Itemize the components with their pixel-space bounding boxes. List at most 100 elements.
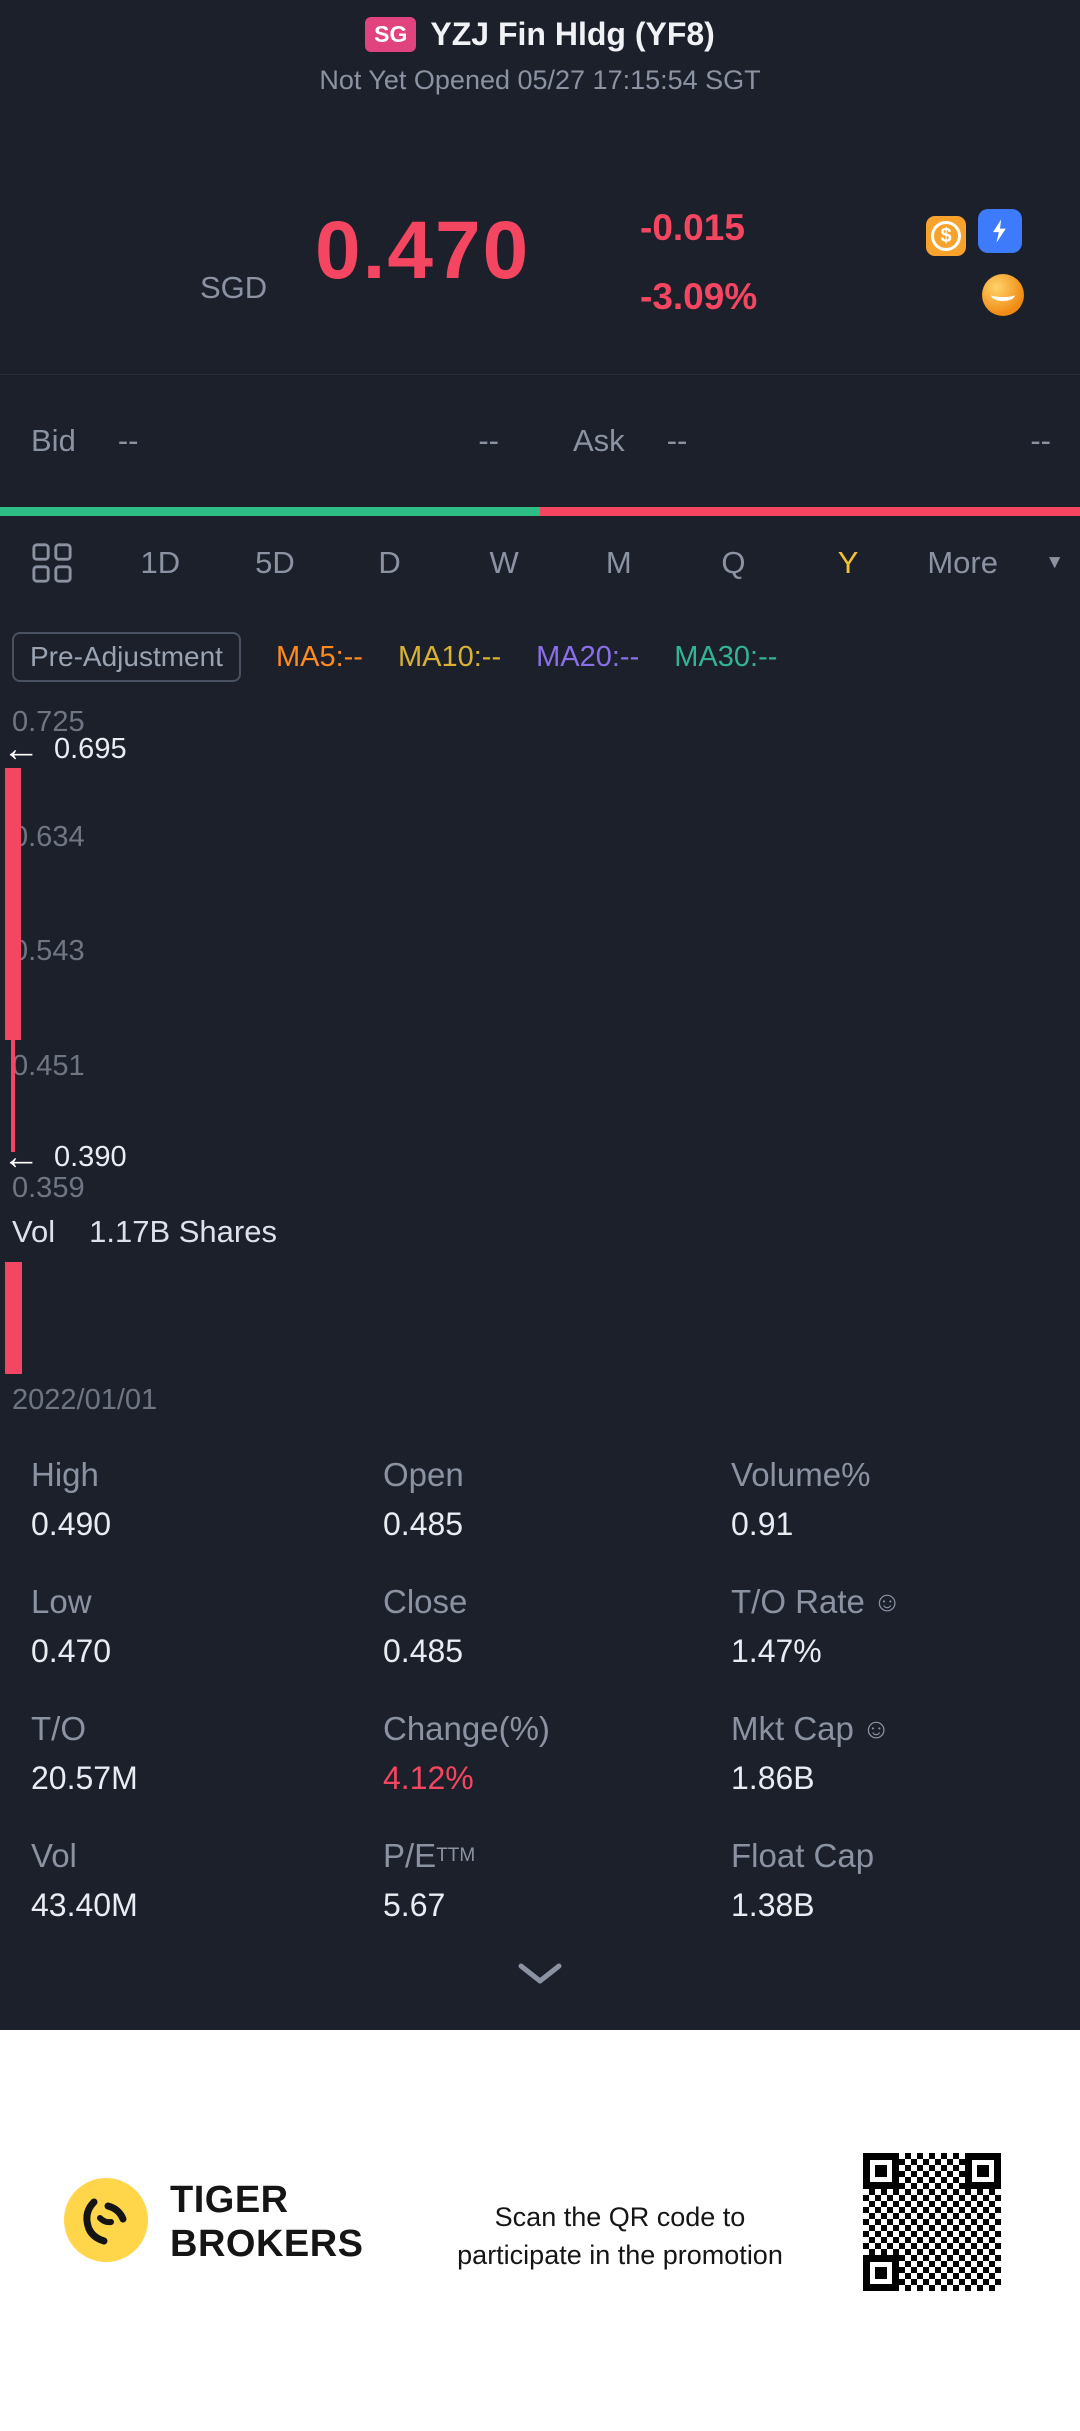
title-row: SG YZJ Fin Hldg (YF8) [0, 0, 1080, 53]
ask-price: -- [666, 423, 688, 458]
stat-label: P/E [383, 1837, 437, 1874]
qr-finder-icon [965, 2153, 1001, 2189]
promo-footer: TIGER BROKERS Scan the QR code to partic… [0, 2030, 1080, 2431]
y-axis-label: 0.359 [12, 1172, 85, 1204]
chevron-down-icon[interactable]: ▼ [1045, 551, 1064, 573]
lightning-bolt-icon [993, 219, 1006, 243]
low-price-marker: ← 0.390 [2, 1138, 127, 1176]
volume-value: 1.17B Shares [89, 1214, 277, 1249]
exchange-badge: SG [365, 17, 417, 52]
stat-value: 1.47% [731, 1633, 822, 1669]
stat-label: High [31, 1456, 99, 1493]
stat-label: Change(%) [383, 1710, 550, 1747]
left-arrow-icon: ← [2, 1136, 40, 1178]
price-change: -0.015 [640, 207, 745, 248]
x-axis-label: 2022/01/01 [12, 1384, 158, 1416]
last-price: 0.470 [315, 205, 531, 296]
promo-line-2: participate in the promotion [457, 2240, 783, 2270]
volume-header: Vol 1.17B Shares [12, 1214, 277, 1250]
y-axis-label: 0.634 [12, 821, 85, 853]
ask-label: Ask [573, 423, 625, 458]
chart-legend: Pre-Adjustment MA5:-- MA10:-- MA20:-- MA… [0, 628, 1080, 686]
qr-code [863, 2153, 1001, 2291]
ask-summary[interactable]: Ask -- -- [540, 423, 1080, 459]
y-axis-label: 0.543 [12, 935, 85, 967]
stat-value: 4.12% [383, 1760, 474, 1796]
ask-size: -- [1030, 423, 1051, 458]
low-marker-value: 0.390 [54, 1140, 127, 1173]
brand-name: TIGER BROKERS [170, 2178, 364, 2266]
ma20-indicator[interactable]: MA20:-- [536, 640, 640, 673]
ma10-indicator[interactable]: MA10:-- [397, 640, 502, 673]
stat-cell-change-pct: Change(%) 4.12% [383, 1710, 731, 1797]
stat-label: Mkt Cap [731, 1710, 854, 1747]
tab-quarter[interactable]: Q [721, 544, 746, 580]
stat-value: 0.91 [731, 1506, 794, 1542]
pre-adjustment-toggle[interactable]: Pre-Adjustment [12, 632, 241, 682]
ask-ratio-segment [540, 507, 1080, 516]
bid-summary[interactable]: Bid -- -- [0, 423, 540, 459]
lightning-promo-icon[interactable] [978, 209, 1022, 253]
tab-week[interactable]: W [489, 544, 519, 580]
tab-5d[interactable]: 5D [255, 544, 295, 580]
stat-cell-volume-pct: Volume% 0.91 [731, 1456, 1060, 1543]
stat-cell-open: Open 0.485 [383, 1456, 731, 1543]
stat-value: 1.38B [731, 1887, 815, 1923]
price-chart-canvas[interactable]: 0.725 ← 0.695 0.634 0.543 0.451 ← 0.390 … [0, 690, 1080, 1430]
stat-cell-to-rate: T/O Rate ☺ 1.47% [731, 1583, 1060, 1670]
price-change-pct: -3.09% [640, 276, 758, 317]
brand-line-1: TIGER [170, 2179, 289, 2221]
stat-value: 0.485 [383, 1506, 464, 1542]
volume-label: Vol [12, 1214, 56, 1249]
ma5-indicator[interactable]: MA5:-- [275, 640, 363, 673]
tab-more[interactable]: More [927, 544, 998, 580]
cash-promo-icon[interactable]: $ [926, 216, 966, 256]
chart-type-grid-icon[interactable] [31, 542, 73, 584]
tab-year[interactable]: Y [837, 544, 859, 580]
qr-finder-icon [863, 2255, 899, 2291]
left-arrow-icon: ← [2, 728, 40, 770]
bid-size: -- [478, 423, 499, 458]
stat-label-sup: TTM [436, 1845, 476, 1866]
high-marker-value: 0.695 [54, 732, 127, 765]
page-title: YZJ Fin Hldg (YF8) [430, 16, 715, 52]
currency-label: SGD [200, 270, 268, 305]
info-icon[interactable]: ☺ [872, 1586, 902, 1617]
header: SG YZJ Fin Hldg (YF8) Not Yet Opened 05/… [0, 0, 1080, 120]
stat-label: Low [31, 1583, 92, 1620]
stat-label: Vol [31, 1837, 77, 1874]
stat-cell-vol: Vol 43.40M [31, 1837, 383, 1924]
stat-value: 0.470 [31, 1633, 112, 1669]
stat-cell-turnover: T/O 20.57M [31, 1710, 383, 1797]
tab-day[interactable]: D [378, 544, 401, 580]
stat-value: 1.86B [731, 1760, 815, 1796]
bid-label: Bid [31, 423, 76, 458]
stat-value: 5.67 [383, 1887, 446, 1923]
medal-swoosh-icon [991, 289, 1015, 301]
bid-ask-section: Bid -- -- Ask -- -- [0, 374, 1080, 516]
stats-grid: High 0.490 Open 0.485 Volume% 0.91 Low 0… [0, 1430, 1080, 1924]
expand-stats-button[interactable] [0, 1962, 1080, 1986]
stat-label: T/O Rate [731, 1583, 865, 1620]
stat-label: Close [383, 1583, 468, 1620]
high-price-marker: ← 0.695 [2, 730, 127, 768]
tab-month[interactable]: M [605, 544, 632, 580]
period-tab-bar: 1D 5D D W M Q Y More ▼ [0, 515, 1080, 610]
promo-line-1: Scan the QR code to [494, 2202, 746, 2232]
medal-promo-icon[interactable] [982, 274, 1024, 316]
stat-label: Float Cap [731, 1837, 875, 1874]
bid-ratio-segment [0, 507, 540, 516]
brand-line-2: BROKERS [170, 2223, 364, 2265]
tiger-brokers-logo [64, 2178, 148, 2262]
ma30-indicator[interactable]: MA30:-- [674, 640, 778, 673]
stat-value: 0.485 [383, 1633, 464, 1669]
expand-chevron-icon [518, 1963, 562, 1984]
bid-ask-row: Bid -- -- Ask -- -- [0, 375, 1080, 507]
dollar-coin-icon: $ [931, 221, 961, 251]
stat-cell-mkt-cap: Mkt Cap ☺ 1.86B [731, 1710, 1060, 1797]
stat-cell-high: High 0.490 [31, 1456, 383, 1543]
stat-cell-float-cap: Float Cap 1.38B [731, 1837, 1060, 1924]
info-icon[interactable]: ☺ [861, 1713, 891, 1744]
y-axis-label: 0.725 [12, 706, 85, 738]
tab-1d[interactable]: 1D [140, 544, 181, 580]
